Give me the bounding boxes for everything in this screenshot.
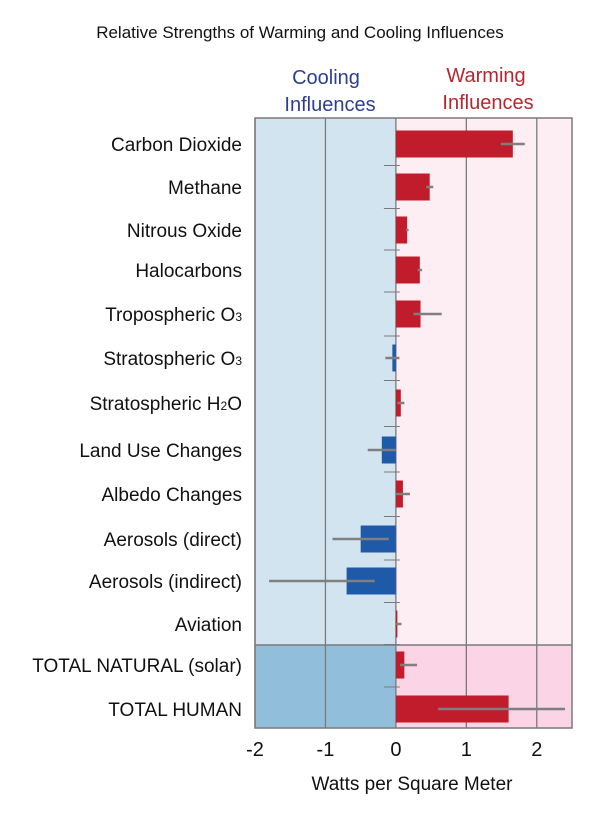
category-label: TOTAL NATURAL (solar)	[32, 656, 242, 677]
x-tick-label: 0	[390, 739, 401, 761]
category-label: Stratospheric H2O	[90, 394, 242, 415]
category-label: Halocarbons	[135, 261, 242, 282]
cooling-header-line2: Influences	[284, 94, 375, 116]
plot-frame	[254, 117, 573, 729]
x-tick-label: -2	[246, 739, 264, 761]
category-label: Albedo Changes	[102, 485, 243, 506]
category-label: Aviation	[175, 615, 242, 636]
error-bars	[269, 142, 565, 711]
bar	[395, 130, 513, 158]
category-label: Land Use Changes	[79, 441, 242, 462]
bar	[395, 216, 408, 244]
x-tick-label: -1	[317, 739, 335, 761]
x-tick-label: 1	[461, 739, 472, 761]
warming-header-line1: Warming	[446, 65, 525, 87]
bar	[395, 173, 430, 201]
category-label: TOTAL HUMAN	[108, 700, 242, 721]
x-tick-labels: -2 -1 0 1 2	[246, 739, 542, 761]
bar	[395, 256, 420, 284]
category-label: Aerosols (indirect)	[89, 572, 242, 593]
cooling-header-line1: Cooling	[292, 67, 360, 89]
category-label: Nitrous Oxide	[127, 221, 242, 242]
category-labels: Carbon Dioxide Methane Nitrous Oxide Haloca…	[32, 135, 242, 721]
category-label: Methane	[168, 178, 242, 199]
warming-header-line2: Influences	[442, 92, 533, 114]
category-label: Tropospheric O3	[105, 305, 242, 326]
category-label: Carbon Dioxide	[111, 135, 242, 156]
category-label: Aerosols (direct)	[104, 530, 242, 551]
bar	[395, 651, 405, 679]
chart-title: Relative Strengths of Warming and Coolin…	[96, 23, 504, 42]
gridlines	[254, 117, 573, 729]
x-axis-label: Watts per Square Meter	[312, 774, 514, 795]
plot-background	[255, 118, 572, 728]
category-label: Stratospheric O3	[103, 349, 242, 370]
x-tick-label: 2	[531, 739, 542, 761]
warming-region	[395, 118, 572, 645]
